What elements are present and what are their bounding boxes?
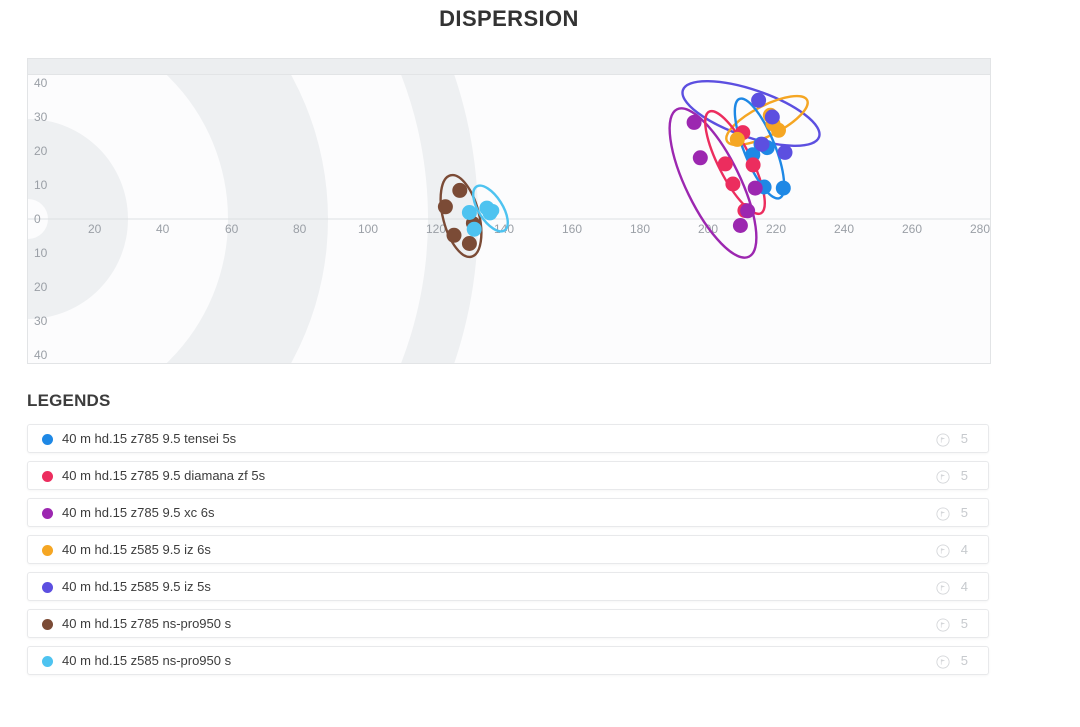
svg-text:20: 20 xyxy=(34,144,48,158)
svg-text:240: 240 xyxy=(834,222,854,236)
svg-text:60: 60 xyxy=(225,222,239,236)
svg-text:40: 40 xyxy=(156,222,170,236)
svg-text:280: 280 xyxy=(970,222,990,236)
svg-text:220: 220 xyxy=(766,222,786,236)
svg-text:40: 40 xyxy=(34,348,48,362)
svg-text:100: 100 xyxy=(358,222,378,236)
svg-text:30: 30 xyxy=(34,110,48,124)
svg-text:40: 40 xyxy=(34,76,48,90)
svg-text:120: 120 xyxy=(426,222,446,236)
svg-text:10: 10 xyxy=(34,178,48,192)
svg-text:30: 30 xyxy=(34,314,48,328)
svg-text:0: 0 xyxy=(34,212,41,226)
svg-text:20: 20 xyxy=(34,280,48,294)
svg-text:260: 260 xyxy=(902,222,922,236)
svg-text:20: 20 xyxy=(88,222,102,236)
svg-text:160: 160 xyxy=(562,222,582,236)
svg-text:10: 10 xyxy=(34,246,48,260)
svg-text:180: 180 xyxy=(630,222,650,236)
svg-text:80: 80 xyxy=(293,222,307,236)
svg-text:140: 140 xyxy=(494,222,514,236)
